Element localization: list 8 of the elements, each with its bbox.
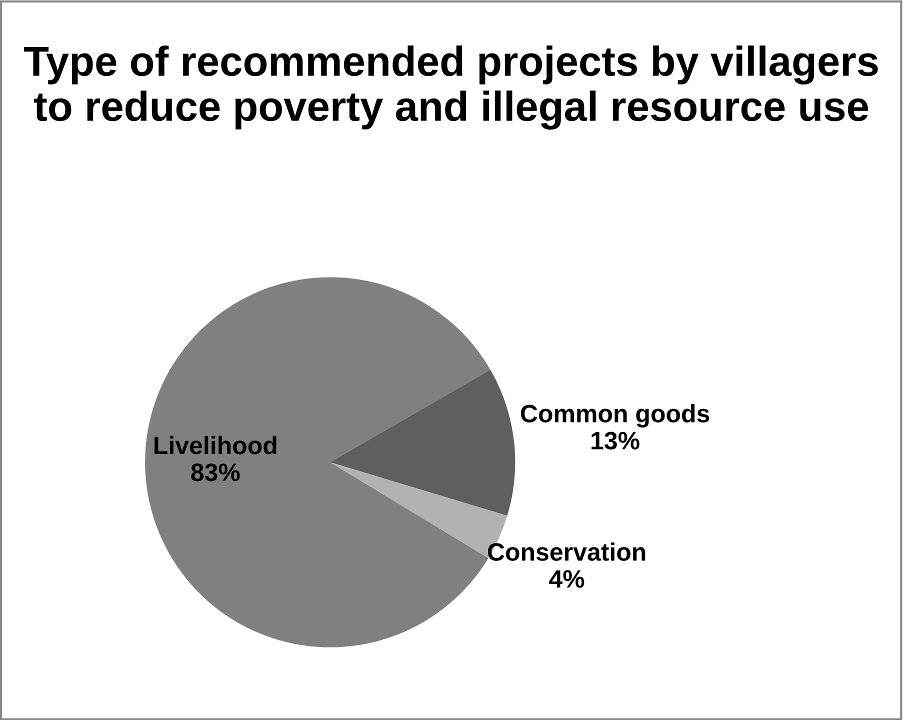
data-label: 83% (191, 464, 240, 482)
chart-title: Type of recommended projects by villagers to reduce poverty and illegal resource use (24, 46, 878, 130)
data-label: 13% (592, 432, 640, 450)
slice-label: Common goods (520, 404, 710, 428)
slice-label: Livelihood (154, 436, 276, 454)
data-label: 4% (549, 570, 584, 588)
slice-label: Conservation (488, 542, 646, 561)
pie-slice (330, 370, 516, 516)
